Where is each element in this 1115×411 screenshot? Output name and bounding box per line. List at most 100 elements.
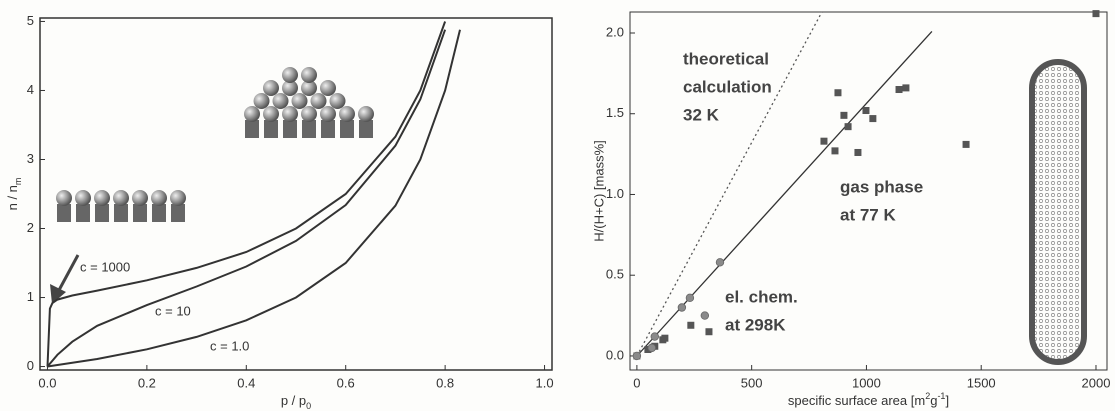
x-tick-label: 2000 bbox=[1082, 375, 1111, 390]
series-annotation: calculation bbox=[683, 77, 772, 96]
site bbox=[57, 204, 71, 222]
adsorbate bbox=[301, 106, 317, 122]
series-label: c = 1.0 bbox=[210, 338, 249, 353]
adsorbate bbox=[75, 190, 91, 206]
adsorbate bbox=[301, 80, 317, 96]
y-tick-label: 0.0 bbox=[606, 347, 624, 362]
data-point bbox=[895, 86, 903, 94]
x-tick-label: 0.4 bbox=[237, 375, 255, 390]
y-tick-label: 2.0 bbox=[606, 24, 624, 39]
series-annotation: at 298K bbox=[725, 315, 786, 334]
y-tick-label: 1 bbox=[27, 289, 34, 304]
adsorbate bbox=[253, 93, 270, 109]
adsorbate bbox=[132, 190, 148, 206]
adsorbate bbox=[244, 106, 260, 122]
site bbox=[359, 120, 373, 138]
y-tick-label: 0 bbox=[27, 358, 34, 373]
site bbox=[171, 204, 185, 222]
adsorbate bbox=[310, 93, 327, 109]
x-tick-label: 0 bbox=[633, 375, 640, 390]
data-point bbox=[834, 89, 842, 97]
site bbox=[95, 204, 109, 222]
x-axis-label-part: specific surface area [m bbox=[788, 393, 925, 408]
site bbox=[152, 204, 166, 222]
site bbox=[340, 120, 354, 138]
x-axis-label-part: p / p bbox=[281, 393, 306, 408]
site bbox=[133, 204, 147, 222]
x-tick-label: 1000 bbox=[852, 375, 881, 390]
y-tick-label: 2 bbox=[27, 220, 34, 235]
site bbox=[321, 120, 335, 138]
adsorbate bbox=[113, 190, 129, 206]
illustrations bbox=[50, 59, 1087, 365]
y-tick-label: 5 bbox=[27, 13, 34, 28]
adsorbate bbox=[282, 80, 298, 96]
data-point bbox=[632, 351, 642, 361]
adsorbate bbox=[320, 106, 336, 122]
y-tick-label: 0.5 bbox=[606, 267, 624, 282]
y-tick-label: 4 bbox=[27, 82, 34, 97]
adsorbate bbox=[282, 106, 298, 122]
series-annotation: 32 K bbox=[683, 105, 720, 124]
adsorbate bbox=[329, 93, 346, 109]
adsorbate bbox=[151, 190, 167, 206]
adsorbate bbox=[282, 67, 298, 83]
y-tick-label: 1.0 bbox=[606, 186, 624, 201]
data-point bbox=[854, 148, 862, 156]
series-line bbox=[47, 29, 461, 368]
series-annotation: at 77 K bbox=[840, 205, 896, 224]
data-point bbox=[1092, 10, 1100, 18]
series-label: c = 1000 bbox=[80, 259, 130, 274]
data-point bbox=[840, 111, 848, 119]
x-tick-label: 1.0 bbox=[536, 375, 554, 390]
series-line bbox=[46, 21, 447, 367]
adsorbate bbox=[94, 190, 110, 206]
data-point bbox=[869, 115, 877, 123]
site bbox=[114, 204, 128, 222]
y-axis-label: H/(H+C) [mass%] bbox=[591, 140, 606, 241]
data-point bbox=[647, 343, 657, 353]
y-tick-label: 1.5 bbox=[606, 105, 624, 120]
x-tick-label: 0.0 bbox=[38, 375, 56, 390]
data-point bbox=[700, 311, 710, 320]
series-line bbox=[636, 30, 933, 357]
x-axis-label: p / p0 bbox=[281, 393, 311, 411]
data-point bbox=[685, 293, 695, 303]
y-tick-label: 3 bbox=[27, 151, 34, 166]
arrow-head bbox=[50, 284, 66, 304]
y-axis-label-part: n / n bbox=[5, 185, 20, 210]
data-point bbox=[705, 328, 713, 336]
data-point bbox=[962, 140, 970, 148]
site bbox=[283, 120, 297, 138]
x-tick-label: 1500 bbox=[967, 375, 996, 390]
data-point bbox=[862, 107, 870, 115]
x-axis-label-part: -1 bbox=[937, 391, 945, 401]
data-point bbox=[661, 334, 669, 342]
arrow bbox=[56, 254, 80, 293]
data-point bbox=[831, 147, 839, 155]
nanotube-icon bbox=[1029, 59, 1087, 365]
data-point bbox=[644, 345, 652, 353]
data-point bbox=[820, 137, 828, 145]
x-tick-label: 0.2 bbox=[138, 375, 156, 390]
data-point bbox=[687, 321, 695, 329]
plot-frame bbox=[39, 17, 553, 371]
site bbox=[302, 120, 316, 138]
x-tick-label: 500 bbox=[741, 375, 763, 390]
x-tick-label: 0.6 bbox=[337, 375, 355, 390]
series-line bbox=[636, 11, 823, 357]
x-axis-label-part: g bbox=[930, 393, 937, 408]
series-annotation: theoretical bbox=[683, 49, 769, 68]
data-point bbox=[902, 84, 910, 92]
x-axis-label-part: 0 bbox=[306, 401, 311, 411]
x-axis-label: specific surface area [m2g-1] bbox=[788, 391, 949, 408]
data-point bbox=[715, 258, 725, 267]
x-axis-label-part: ] bbox=[945, 393, 949, 408]
adsorbate bbox=[301, 67, 317, 83]
site bbox=[264, 120, 278, 138]
site bbox=[245, 120, 259, 138]
site bbox=[76, 204, 90, 222]
series-label: c = 10 bbox=[155, 303, 191, 318]
adsorbate bbox=[339, 106, 355, 122]
